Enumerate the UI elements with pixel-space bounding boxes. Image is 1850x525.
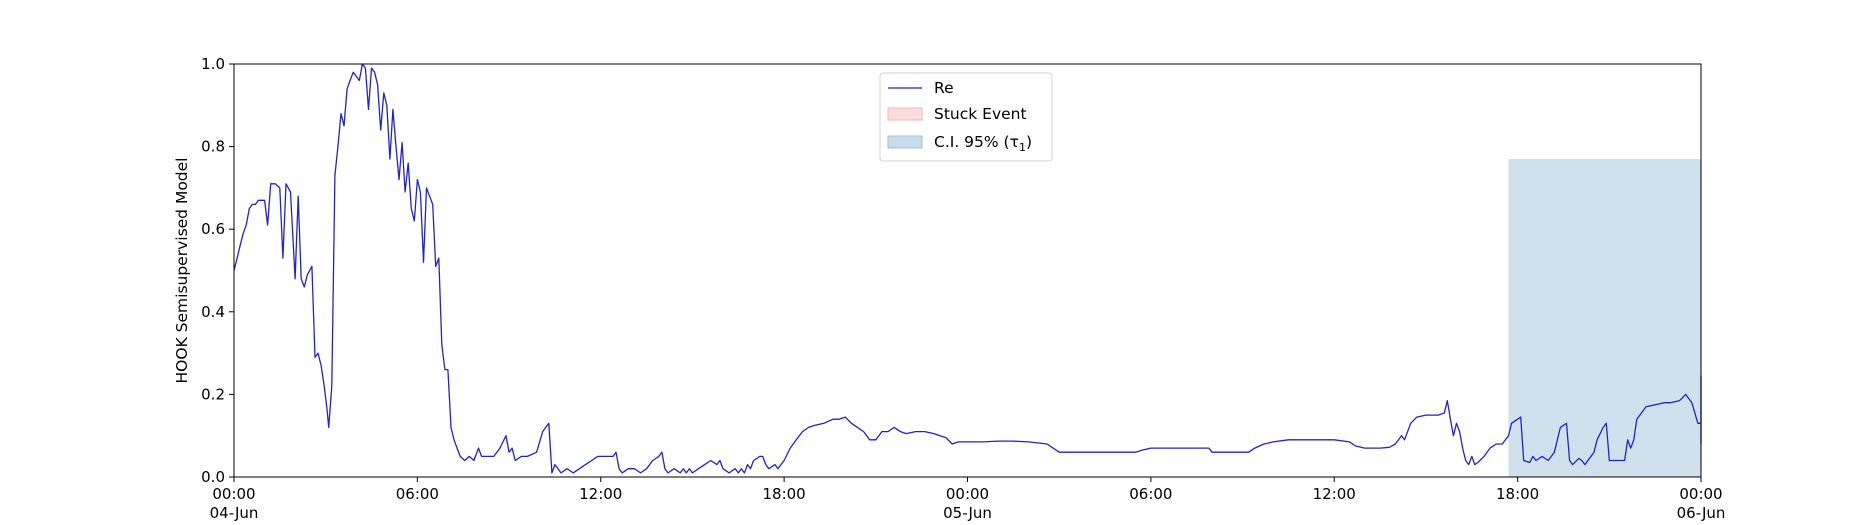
x-tick-date: 05-Jun	[943, 504, 992, 522]
y-tick-label: 0.6	[201, 220, 225, 238]
x-tick-label: 12:00	[1313, 485, 1356, 503]
x-tick-label: 00:00	[1679, 485, 1722, 503]
y-axis: 0.0 0.2 0.4 0.6 0.8 1.0	[201, 55, 234, 486]
legend-box	[879, 72, 1053, 162]
legend-label-stuck-event: Stuck Event	[934, 105, 1027, 123]
x-tick-label: 12:00	[579, 485, 622, 503]
legend-swatch-stuck-event	[887, 107, 923, 121]
y-tick-label: 0.8	[201, 138, 225, 156]
shaded-regions	[1508, 158, 1701, 478]
x-tick-label: 18:00	[1496, 485, 1539, 503]
x-tick-label: 18:00	[763, 485, 806, 503]
x-tick-year: 1900	[215, 523, 253, 525]
legend-label-ci-suffix: )	[1026, 133, 1032, 151]
series-line-re	[233, 63, 1702, 474]
y-tick-label: 1.0	[201, 55, 225, 73]
legend-swatch-ci	[887, 135, 923, 149]
x-tick-label: 00:00	[946, 485, 989, 503]
y-tick-label: 0.2	[201, 385, 225, 403]
shaded-region-c-i-95-1	[1508, 158, 1701, 478]
x-tick-date: 04-Jun	[210, 504, 259, 522]
legend-label-re: Re	[934, 79, 954, 97]
x-tick-label: 06:00	[1129, 485, 1172, 503]
x-tick-label: 06:00	[396, 485, 439, 503]
legend-label-ci: C.I. 95% (τ1)	[934, 133, 1032, 154]
y-axis-label: HOOK Semisupervised Model	[173, 158, 191, 384]
y-tick-label: 0.0	[201, 468, 225, 486]
x-tick-label: 00:00	[212, 485, 255, 503]
series-layer	[233, 63, 1702, 474]
legend: Re Stuck Event C.I. 95% (τ1)	[879, 72, 1053, 162]
y-tick-label: 0.4	[201, 303, 225, 321]
legend-label-ci-sub: 1	[1019, 141, 1026, 154]
x-tick-date: 06-Jun	[1677, 504, 1726, 522]
x-axis: 00:0004-Jun190006:0012:0018:0000:0005-Ju…	[210, 477, 1726, 525]
legend-label-ci-main: C.I. 95% (τ	[934, 133, 1019, 151]
